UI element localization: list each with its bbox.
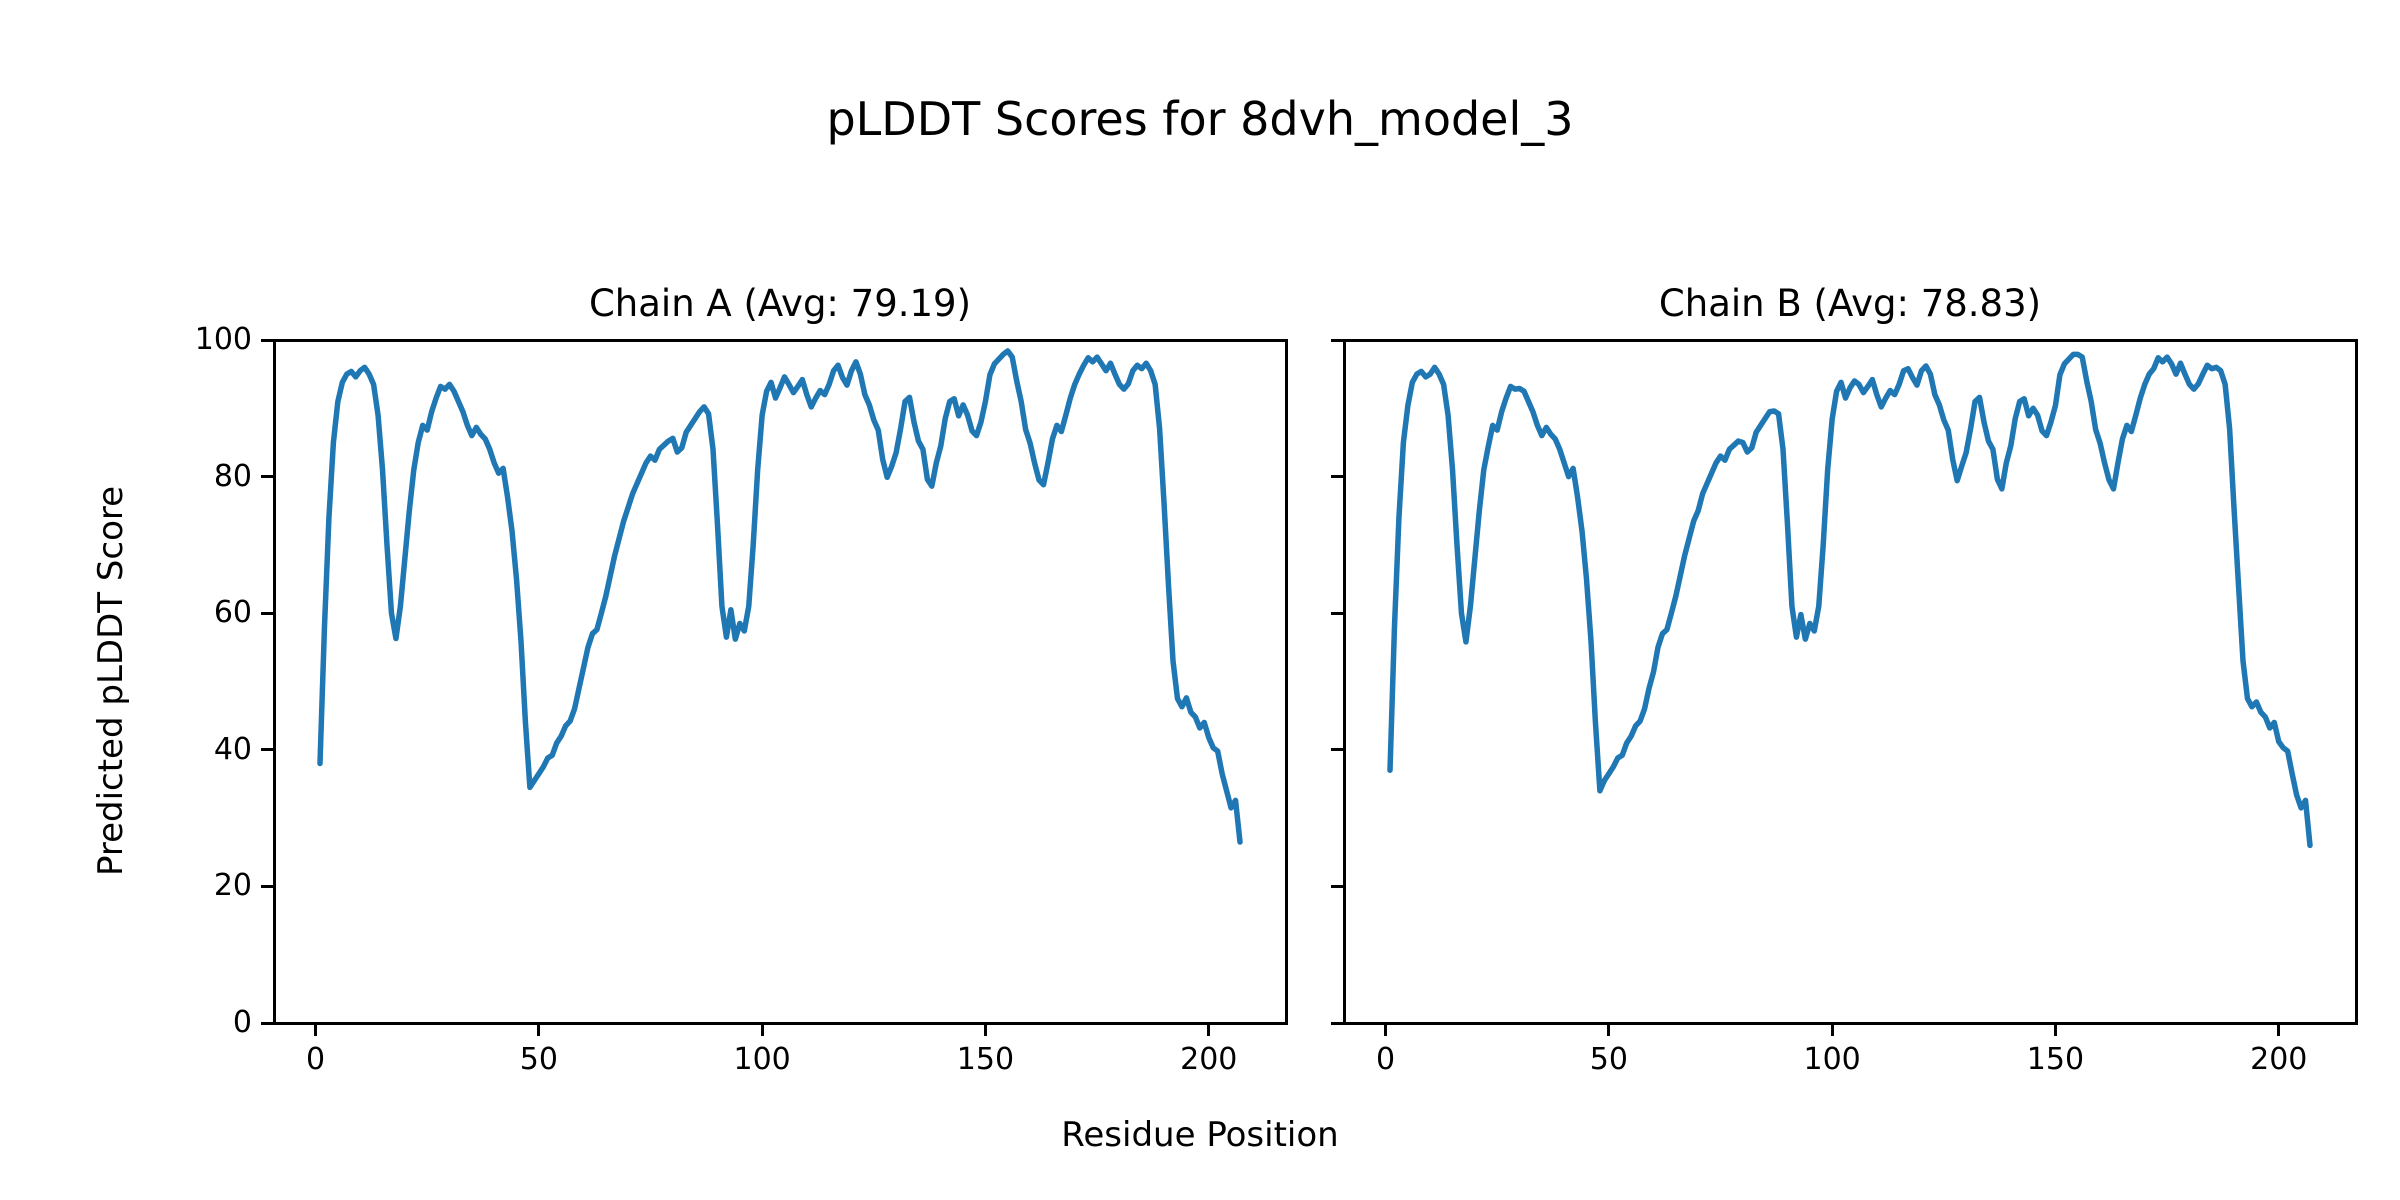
- x-tick-label: 100: [1803, 1042, 1861, 1077]
- y-tick-mark: [1331, 884, 1343, 888]
- x-tick-mark: [314, 1024, 318, 1036]
- y-tick-mark: [261, 475, 273, 479]
- y-tick-mark: [1331, 338, 1343, 342]
- x-tick-label: 50: [519, 1042, 558, 1077]
- y-tick-label: 20: [213, 868, 252, 904]
- x-tick-label: 200: [2250, 1042, 2308, 1077]
- x-tick-mark: [1384, 1024, 1388, 1036]
- x-tick-label: 150: [2026, 1042, 2085, 1077]
- figure-title: pLDDT Scores for 8dvh_model_3: [826, 92, 1574, 146]
- x-tick-label: 100: [733, 1042, 791, 1077]
- x-tick-mark: [1830, 1024, 1834, 1036]
- x-axis-label: Residue Position: [1061, 1115, 1339, 1155]
- subplot-title-chain-b: Chain B (Avg: 78.83): [1658, 282, 2042, 325]
- y-tick-mark: [1331, 748, 1343, 752]
- x-tick-mark: [760, 1024, 764, 1036]
- x-tick-label: 0: [1375, 1042, 1396, 1077]
- y-tick-label: 100: [194, 322, 252, 357]
- plddt-line-chart-chain-b: [1387, 351, 2313, 849]
- x-tick-mark: [537, 1024, 541, 1036]
- y-tick-mark: [261, 884, 273, 888]
- subplot-title-chain-a: Chain A (Avg: 79.19): [588, 282, 972, 325]
- y-tick-label: 0: [232, 1005, 252, 1040]
- x-tick-mark: [1207, 1024, 1211, 1036]
- y-tick-label: 40: [213, 731, 252, 767]
- x-tick-mark: [2053, 1024, 2057, 1036]
- y-tick-mark: [1331, 611, 1343, 615]
- plddt-line-chart-chain-a: [317, 348, 1243, 845]
- x-tick-mark: [983, 1024, 987, 1036]
- subplot-chain-a: Chain A (Avg: 79.19) 0 50 100 150 200 0 20 40 60…: [195, 285, 1288, 1075]
- y-tick-mark: [261, 1021, 273, 1025]
- y-tick-mark: [1331, 1021, 1343, 1025]
- y-axis-label: Predicted pLDDT Score: [91, 485, 131, 877]
- plddt-line-series-chain-b: [1387, 351, 2313, 849]
- x-tick-label: 200: [1180, 1042, 1238, 1077]
- y-tick-mark: [261, 338, 273, 342]
- plddt-line-series-chain-a: [317, 348, 1243, 845]
- y-tick-mark: [1331, 475, 1343, 479]
- x-tick-mark: [1607, 1024, 1611, 1036]
- x-tick-label: 0: [305, 1042, 326, 1077]
- x-tick-label: 150: [956, 1042, 1015, 1077]
- y-tick-mark: [261, 748, 273, 752]
- y-tick-label: 60: [213, 595, 252, 631]
- subplot-chain-b: Chain B (Avg: 78.83) 0 50 100 150 200: [1331, 285, 2358, 1075]
- x-tick-mark: [2277, 1024, 2281, 1036]
- x-tick-label: 50: [1589, 1042, 1628, 1077]
- y-tick-mark: [261, 611, 273, 615]
- y-tick-label: 80: [213, 458, 252, 494]
